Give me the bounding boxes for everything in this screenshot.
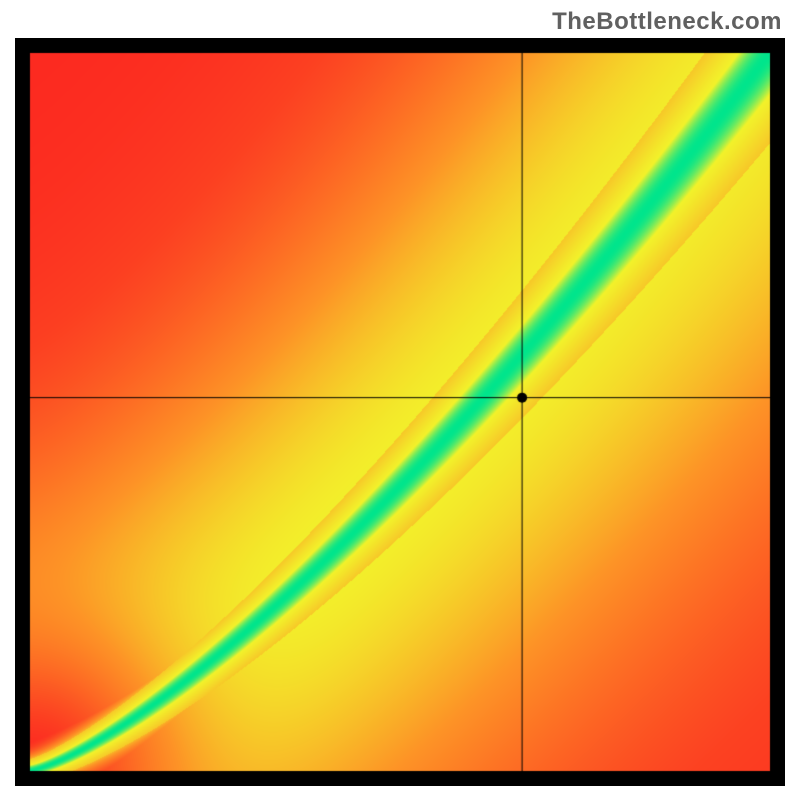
watermark-text: TheBottleneck.com	[552, 8, 782, 36]
chart-container: TheBottleneck.com	[0, 0, 800, 800]
chart-frame	[15, 38, 785, 786]
heatmap-canvas	[15, 38, 785, 786]
